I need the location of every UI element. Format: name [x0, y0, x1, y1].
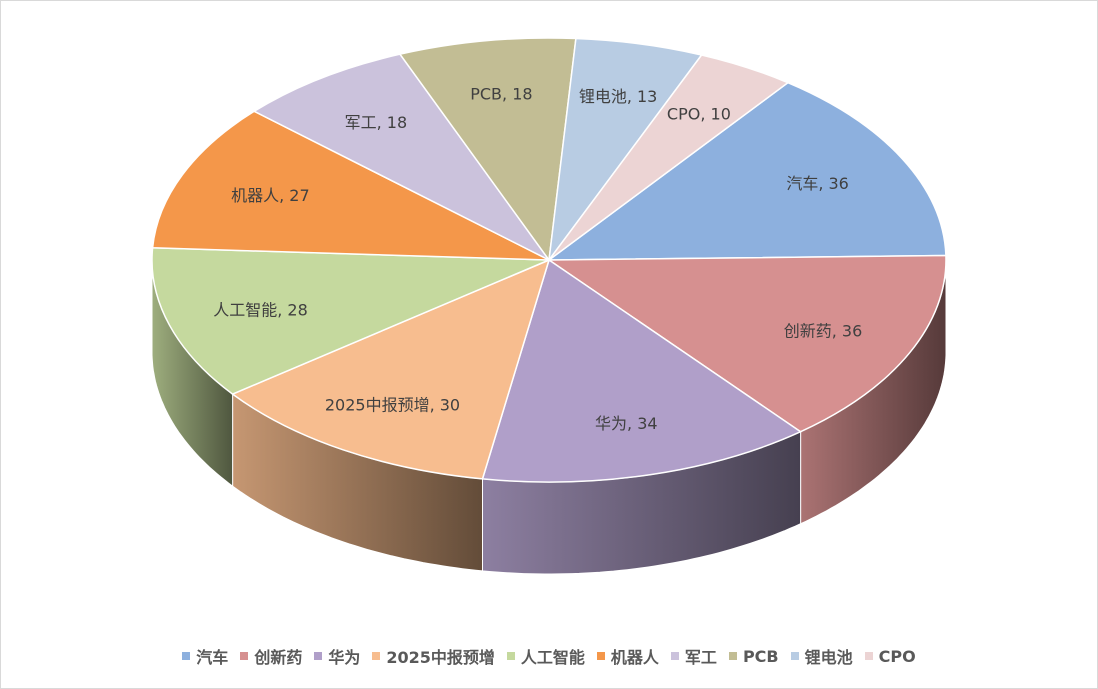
- pie-slice-机器人[interactable]: [151, 110, 550, 261]
- legend-label: 创新药: [254, 648, 303, 667]
- legend-label: 军工: [684, 648, 717, 667]
- pie-slice-人工智能[interactable]: [151, 247, 550, 395]
- data-label-cpo: CPO, 10: [667, 105, 731, 124]
- legend-label: 锂电池: [804, 648, 853, 667]
- legend-item-2025中报预增[interactable]: 2025中报预增: [372, 644, 495, 668]
- legend-swatch: [670, 652, 679, 660]
- legend-swatch: [182, 652, 191, 660]
- legend-label: PCB: [742, 646, 779, 666]
- legend-swatch: [240, 652, 249, 660]
- legend-item-华为[interactable]: 华为: [314, 644, 360, 668]
- legend-swatch: [372, 652, 381, 660]
- legend-label: 汽车: [196, 648, 229, 667]
- data-label-人工智能: 人工智能, 28: [213, 300, 308, 319]
- data-label-机器人: 机器人, 27: [231, 186, 310, 205]
- data-label-pcb: PCB, 18: [470, 84, 532, 103]
- data-label-华为: 华为, 34: [595, 414, 658, 433]
- legend-label: 机器人: [610, 648, 659, 667]
- pie-slice-pcb[interactable]: [398, 37, 577, 262]
- legend-item-汽车[interactable]: 汽车: [182, 644, 228, 668]
- legend-swatch: [728, 652, 737, 660]
- legend-swatch: [596, 652, 605, 660]
- pie-slice-军工[interactable]: [252, 53, 550, 261]
- legend-label: 华为: [328, 648, 361, 667]
- legend-label: CPO: [878, 646, 916, 666]
- legend-item-锂电池[interactable]: 锂电池: [790, 644, 853, 668]
- data-label-锂电池: 锂电池, 13: [579, 87, 658, 106]
- legend-item-机器人[interactable]: 机器人: [596, 644, 659, 668]
- chart-legend: 汽车 创新药 华为 2025中报预增 人工智能 机器人 军工 PCB 锂电池 CPO: [0, 644, 1098, 668]
- data-label-军工: 军工, 18: [345, 113, 408, 132]
- data-label-汽车: 汽车, 36: [786, 174, 849, 193]
- legend-item-人工智能[interactable]: 人工智能: [506, 644, 585, 668]
- legend-item-cpo[interactable]: CPO: [864, 646, 916, 666]
- pie-slice-2025中报预增[interactable]: [231, 258, 551, 480]
- legend-swatch: [864, 652, 873, 660]
- legend-swatch: [314, 652, 323, 660]
- legend-swatch: [506, 652, 515, 660]
- pie-slice-cpo[interactable]: [548, 54, 790, 261]
- legend-swatch: [790, 652, 799, 660]
- legend-label: 人工智能: [520, 648, 585, 667]
- legend-label: 2025中报预增: [386, 648, 495, 667]
- data-label-创新药: 创新药, 36: [784, 322, 863, 341]
- pie-slice-汽车[interactable]: [546, 81, 947, 261]
- legend-item-创新药[interactable]: 创新药: [240, 644, 302, 668]
- data-label-2025中报预增: 2025中报预增, 30: [325, 395, 460, 414]
- legend-item-军工[interactable]: 军工: [670, 644, 717, 668]
- pie-slice-创新药[interactable]: [546, 254, 947, 433]
- legend-item-pcb[interactable]: PCB: [728, 646, 779, 666]
- pie-slice-华为[interactable]: [481, 258, 803, 483]
